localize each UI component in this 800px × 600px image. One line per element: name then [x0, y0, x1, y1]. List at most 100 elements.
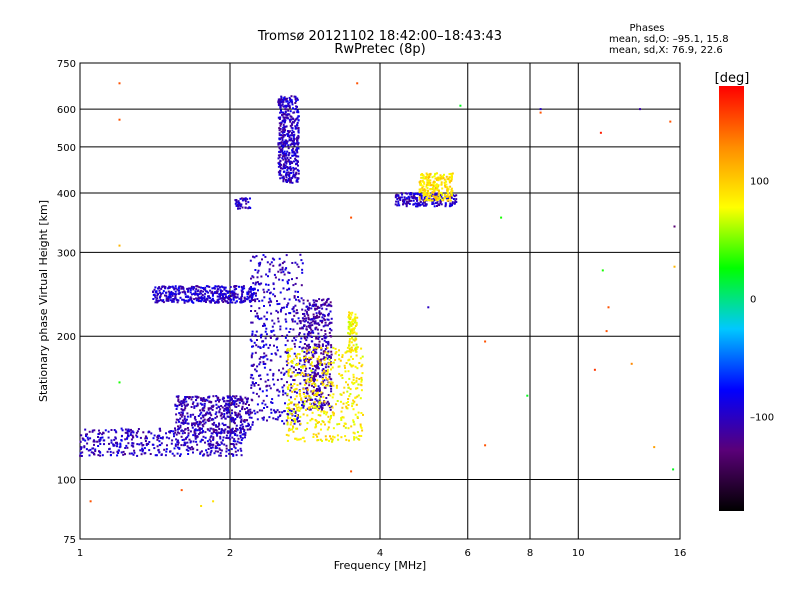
- cluster-point: [312, 406, 315, 409]
- cluster-point: [93, 439, 95, 442]
- cluster-point: [354, 350, 357, 353]
- cluster-point: [303, 312, 306, 315]
- cluster-point: [316, 379, 319, 382]
- cluster-point: [279, 151, 282, 154]
- cluster-point: [237, 207, 240, 210]
- cluster-point: [296, 136, 299, 139]
- cluster-point: [297, 155, 300, 158]
- cluster-point: [287, 109, 290, 112]
- cluster-point: [178, 432, 181, 435]
- cluster-point: [277, 143, 280, 146]
- cluster-point: [302, 413, 305, 416]
- cluster-point: [349, 393, 352, 395]
- cluster-point: [350, 355, 353, 358]
- cluster-point: [305, 352, 308, 355]
- cluster-point: [217, 450, 219, 453]
- cluster-point: [136, 435, 139, 438]
- cluster-point: [227, 298, 230, 301]
- y-axis-label: Stationary phase Virtual Height [km]: [37, 200, 50, 402]
- cluster-point: [128, 452, 131, 455]
- cluster-point: [214, 285, 217, 288]
- cluster-point: [91, 447, 94, 450]
- cluster-point: [260, 275, 263, 278]
- cluster-point: [348, 363, 351, 366]
- cluster-point: [249, 412, 252, 415]
- cluster-point: [114, 430, 117, 433]
- cluster-point: [307, 398, 310, 401]
- cluster-point: [247, 207, 250, 210]
- cluster-point: [347, 383, 349, 386]
- cluster-point: [248, 299, 251, 302]
- cluster-point: [272, 417, 275, 420]
- cluster-point: [296, 178, 299, 181]
- cluster-point: [239, 427, 241, 429]
- cluster-point: [210, 418, 213, 421]
- cluster-point: [234, 292, 237, 295]
- cluster-point: [244, 206, 247, 209]
- cluster-point: [423, 193, 426, 196]
- cluster-point: [203, 453, 206, 456]
- cluster-point: [237, 437, 240, 440]
- cluster-point: [217, 301, 220, 304]
- cluster-point: [235, 287, 238, 290]
- cluster-point: [425, 172, 428, 175]
- cluster-point: [254, 310, 257, 312]
- cluster-point: [201, 408, 204, 411]
- cluster-point: [295, 100, 298, 103]
- cluster-point: [281, 147, 284, 150]
- cluster-point: [233, 286, 236, 289]
- cluster-point: [231, 418, 234, 421]
- cluster-point: [330, 329, 333, 332]
- cluster-point: [326, 411, 329, 414]
- cluster-point: [282, 390, 285, 393]
- cluster-point: [248, 404, 250, 406]
- cluster-point: [353, 321, 356, 324]
- cluster-point: [286, 421, 289, 424]
- cluster-point: [232, 298, 235, 301]
- cluster-point: [247, 201, 250, 204]
- cluster-point: [311, 361, 313, 364]
- cluster-point: [330, 321, 333, 324]
- cluster-point: [352, 349, 355, 352]
- cluster-point: [306, 392, 309, 395]
- cluster-point: [227, 426, 230, 429]
- grid-lines: [80, 63, 680, 539]
- cluster-point: [452, 198, 455, 200]
- cluster-point: [329, 408, 332, 411]
- x-tick-label: 16: [674, 548, 687, 559]
- cluster-point: [323, 379, 326, 382]
- cluster-point: [228, 404, 230, 407]
- cluster-point: [290, 139, 293, 142]
- cluster-point: [437, 194, 440, 197]
- cluster-point: [283, 153, 286, 155]
- cluster-point: [288, 398, 291, 401]
- cluster-point: [398, 204, 401, 207]
- cluster-point: [352, 338, 355, 341]
- cluster-point: [240, 442, 243, 445]
- cluster-point: [279, 167, 282, 170]
- cluster-point: [231, 409, 233, 412]
- cluster-point: [300, 259, 303, 262]
- cluster-point: [291, 129, 294, 132]
- cluster-point: [168, 437, 171, 440]
- cluster-point: [292, 171, 295, 174]
- cluster-point: [224, 417, 227, 420]
- cluster-point: [288, 179, 291, 181]
- cluster-point: [296, 417, 299, 420]
- cluster-point: [240, 397, 243, 400]
- cluster-point: [202, 425, 205, 428]
- cluster-point: [107, 436, 110, 439]
- cluster-point: [350, 365, 353, 368]
- cluster-point: [241, 407, 244, 410]
- cluster-point: [348, 348, 351, 351]
- cluster-point: [176, 288, 179, 291]
- cluster-point: [263, 315, 266, 318]
- cluster-point: [288, 96, 291, 99]
- cluster-point: [110, 439, 113, 442]
- cluster-point: [159, 299, 162, 301]
- cluster-point: [236, 203, 239, 206]
- cluster-point: [296, 139, 298, 142]
- cluster-point: [280, 95, 283, 98]
- cluster-point: [293, 144, 296, 147]
- cluster-point: [80, 446, 83, 449]
